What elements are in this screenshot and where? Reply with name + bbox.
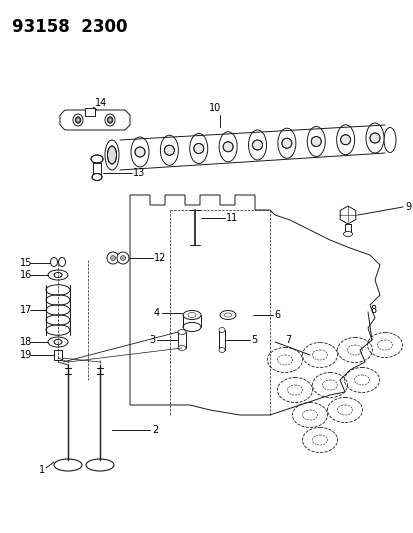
Ellipse shape — [248, 130, 266, 160]
Ellipse shape — [86, 459, 114, 471]
Ellipse shape — [183, 322, 201, 332]
Bar — [178, 332, 185, 348]
Text: 93158  2300: 93158 2300 — [12, 18, 127, 36]
Ellipse shape — [58, 257, 65, 266]
Ellipse shape — [178, 329, 185, 335]
Ellipse shape — [54, 459, 82, 471]
Ellipse shape — [178, 345, 185, 351]
Ellipse shape — [91, 155, 103, 163]
Ellipse shape — [105, 114, 115, 126]
Ellipse shape — [188, 312, 195, 318]
Text: 7: 7 — [284, 335, 291, 345]
Ellipse shape — [75, 117, 80, 123]
Polygon shape — [60, 110, 130, 130]
Ellipse shape — [343, 231, 351, 237]
Bar — [54, 350, 62, 360]
Text: 9: 9 — [404, 202, 410, 212]
Ellipse shape — [160, 135, 178, 165]
Text: 17: 17 — [20, 305, 32, 315]
Text: 14: 14 — [95, 98, 107, 108]
Ellipse shape — [277, 128, 295, 158]
Text: 15: 15 — [20, 258, 32, 268]
Ellipse shape — [135, 147, 145, 157]
Ellipse shape — [73, 114, 83, 126]
Ellipse shape — [50, 257, 57, 266]
Ellipse shape — [105, 140, 119, 170]
Text: 11: 11 — [225, 213, 237, 223]
Text: 1: 1 — [39, 465, 45, 475]
Text: 6: 6 — [273, 310, 280, 320]
Ellipse shape — [131, 137, 149, 167]
Text: 5: 5 — [250, 335, 256, 345]
Ellipse shape — [281, 138, 291, 148]
Text: 16: 16 — [20, 270, 32, 280]
Ellipse shape — [54, 272, 62, 278]
Ellipse shape — [218, 132, 237, 161]
Text: 12: 12 — [154, 253, 166, 263]
Polygon shape — [339, 206, 355, 224]
Text: 18: 18 — [20, 337, 32, 347]
Ellipse shape — [219, 311, 235, 319]
Text: 13: 13 — [133, 168, 145, 178]
Ellipse shape — [340, 135, 350, 145]
Ellipse shape — [365, 123, 383, 153]
Ellipse shape — [107, 252, 119, 264]
Ellipse shape — [92, 174, 102, 181]
Ellipse shape — [48, 337, 68, 347]
Ellipse shape — [183, 311, 201, 319]
Bar — [218, 330, 224, 350]
Ellipse shape — [48, 270, 68, 280]
Ellipse shape — [223, 142, 233, 152]
Bar — [85, 108, 95, 116]
Text: 4: 4 — [154, 308, 159, 318]
Text: 19: 19 — [20, 350, 32, 360]
Ellipse shape — [369, 133, 379, 143]
Ellipse shape — [224, 313, 231, 317]
Ellipse shape — [189, 133, 207, 164]
Ellipse shape — [311, 136, 320, 147]
Text: 10: 10 — [209, 103, 221, 113]
Ellipse shape — [120, 255, 125, 261]
Ellipse shape — [110, 255, 115, 261]
Text: 2: 2 — [152, 425, 158, 435]
Text: 3: 3 — [149, 335, 154, 345]
Ellipse shape — [252, 140, 262, 150]
Ellipse shape — [54, 340, 62, 344]
Ellipse shape — [107, 146, 116, 164]
Ellipse shape — [218, 327, 224, 333]
Bar — [344, 224, 350, 234]
Ellipse shape — [218, 348, 224, 352]
Ellipse shape — [107, 117, 112, 123]
Ellipse shape — [164, 146, 174, 155]
Ellipse shape — [193, 143, 203, 154]
Ellipse shape — [383, 127, 395, 152]
Ellipse shape — [336, 125, 354, 155]
Ellipse shape — [306, 126, 325, 157]
Ellipse shape — [117, 252, 129, 264]
Bar — [93, 163, 101, 177]
Text: 8: 8 — [369, 305, 375, 315]
